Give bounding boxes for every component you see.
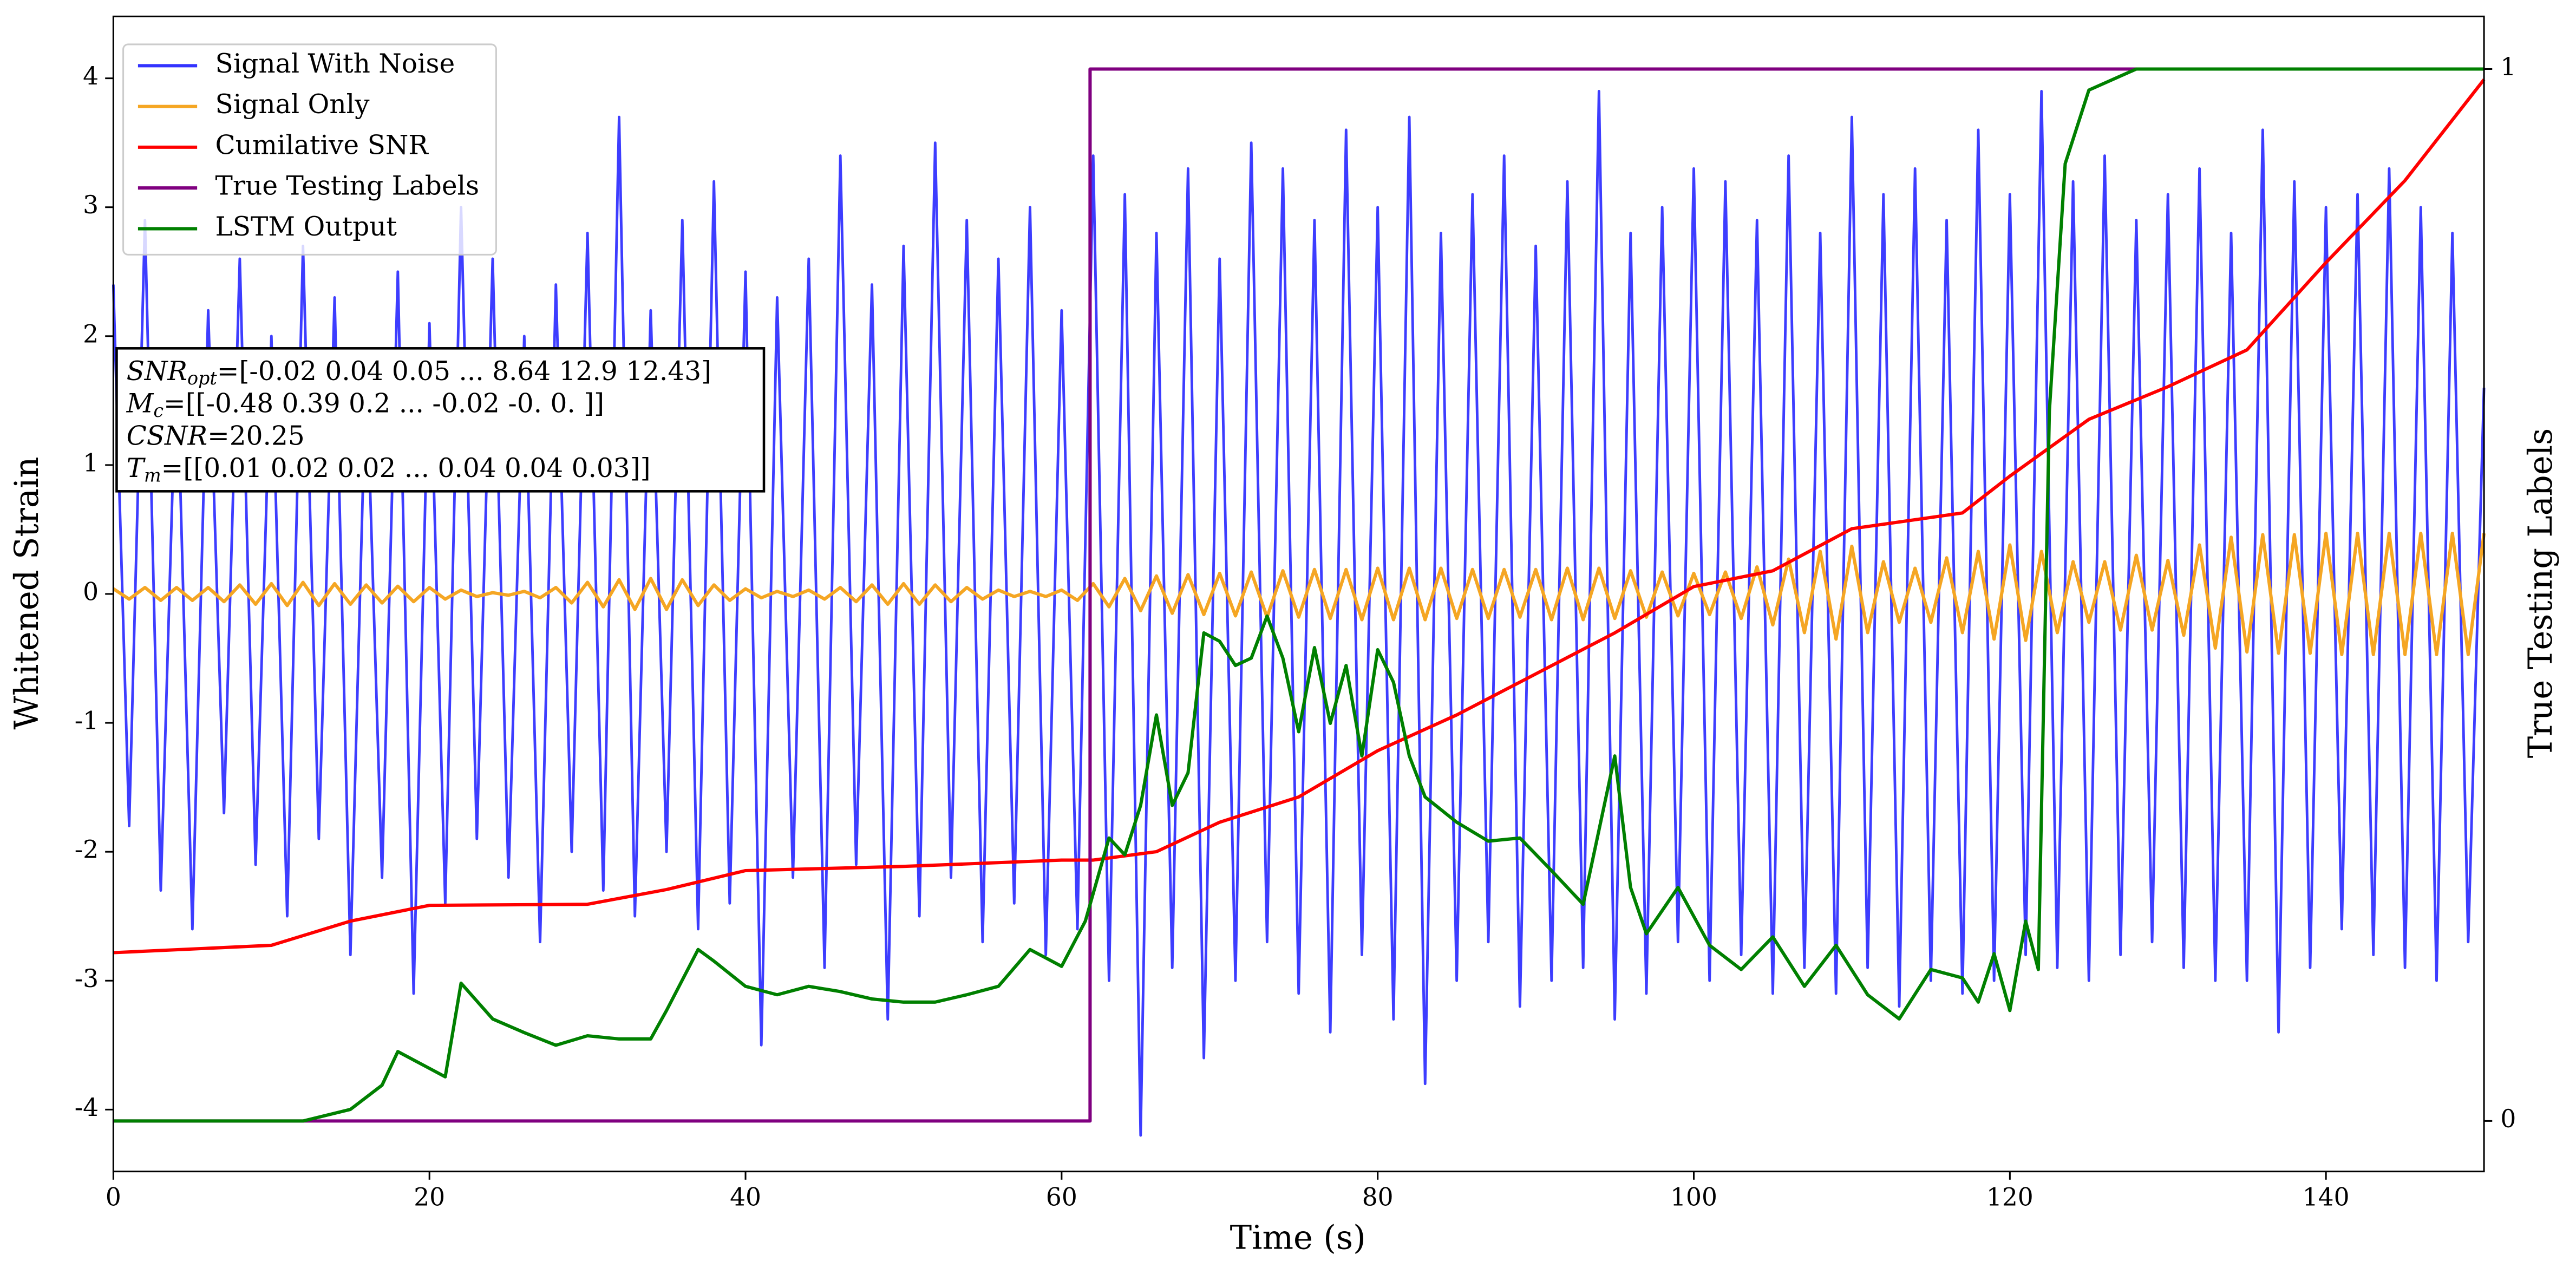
x-tick-label: 100 (1670, 1183, 1717, 1212)
y-tick-label: 2 (83, 319, 99, 348)
series-line (112, 532, 2486, 656)
y-tick-label: 0 (83, 577, 99, 606)
series-line (113, 79, 2486, 955)
y-axis-label: Whitened Strain (8, 456, 46, 729)
annotation: SNRopt=[-0.02 0.04 0.05 ... 8.64 12.9 12… (115, 347, 766, 493)
annotation-subscript: m (144, 465, 161, 486)
x-tick-label: 40 (730, 1183, 761, 1212)
legend-text: True Testing Labels (215, 171, 480, 201)
x-tick-label: 80 (1362, 1183, 1394, 1212)
annotation-line: Tm=[[0.01 0.02 0.02 ... 0.04 0.04 0.03]] (127, 453, 651, 486)
annotation-text: =20.25 (207, 421, 305, 451)
y-tick-label: 3 (83, 191, 99, 219)
y-tick-label: -3 (75, 964, 99, 993)
annotation-text: =[[0.01 0.02 0.02 ... 0.04 0.04 0.03]] (161, 453, 651, 484)
x-axis-label: Time (s) (1230, 1219, 1366, 1257)
legend-text: Cumilative SNR (215, 130, 429, 160)
x-tick-label: 60 (1046, 1183, 1077, 1212)
y2-tick-label: 1 (2500, 53, 2516, 81)
annotation-text: =[[-0.48 0.39 0.2 ... -0.02 -0. 0. ]] (164, 388, 604, 419)
annotation-subscript: opt (187, 368, 217, 389)
series-line (113, 67, 2485, 1123)
y2-axis-label: True Testing Labels (2522, 428, 2560, 758)
annotation-line: CSNR=20.25 (127, 421, 305, 451)
series-line (113, 67, 2485, 1123)
legend-text: Signal With Noise (215, 49, 455, 79)
annotation-symbol: M (126, 388, 154, 419)
y-tick-label: 1 (83, 448, 99, 477)
legend-box (122, 43, 497, 256)
annotation-text: =[-0.02 0.04 0.05 ... 8.64 12.9 12.43] (217, 356, 711, 386)
annotation-subscript: c (153, 400, 164, 421)
legend-text: Signal Only (215, 89, 370, 120)
annotation-line: SNRopt=[-0.02 0.04 0.05 ... 8.64 12.9 12… (127, 356, 711, 389)
x-tick-label: 20 (414, 1183, 445, 1212)
y-tick-label: -4 (75, 1093, 99, 1122)
annotation-symbol: CSNR (127, 421, 207, 451)
y-tick-label: -1 (75, 707, 99, 735)
x-tick-label: 140 (2303, 1183, 2350, 1212)
annotation-symbol: T (127, 453, 146, 484)
legend-text: LSTM Output (215, 212, 397, 242)
plot-area (112, 67, 2486, 1137)
y-tick-label: 4 (83, 62, 99, 90)
y2-tick-label: 0 (2500, 1105, 2516, 1133)
legend: Signal With Noise Signal Only Cumilative S… (122, 43, 497, 256)
x-tick-label: 120 (1986, 1183, 2034, 1212)
series-line (112, 90, 2486, 1137)
annotation-symbol: SNR (127, 356, 187, 386)
annotation-line: Mc=[[-0.48 0.39 0.2 ... -0.02 -0. 0. ]] (126, 388, 604, 421)
x-tick-label: 0 (106, 1183, 121, 1212)
annotation-box (115, 347, 766, 493)
y-tick-label: -2 (75, 835, 99, 864)
